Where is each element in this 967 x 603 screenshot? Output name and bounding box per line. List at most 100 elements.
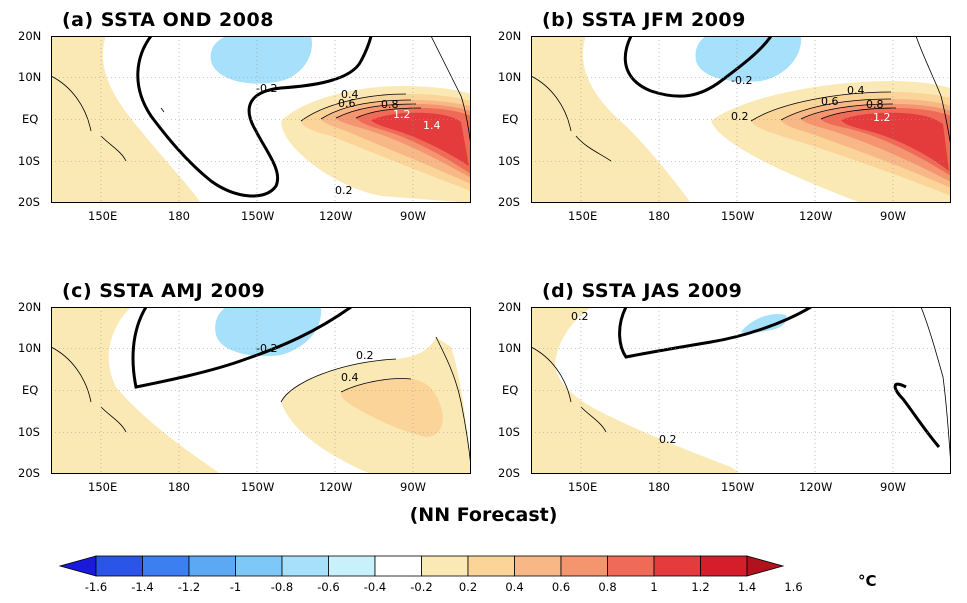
contour-label: 0.6	[338, 97, 356, 110]
colorbar-cell	[328, 555, 376, 577]
zero-contour	[136, 36, 373, 198]
zero-contour	[623, 36, 773, 98]
colorbar-cell	[281, 555, 329, 577]
coastline	[531, 307, 951, 468]
panel-a-map: -0.2 0.4 0.6 0.8 1.2 1.4 0.2	[51, 36, 471, 203]
lon-label: 150W	[721, 209, 755, 223]
lat-label: 10S	[498, 425, 520, 439]
colorbar-tick-label: -1.4	[131, 580, 153, 594]
lon-label: 180	[648, 209, 670, 223]
colorbar-cell	[374, 555, 422, 577]
colorbar-tick-label: 0.2	[459, 580, 477, 594]
colorbar: -1.6 -1.4 -1.2 -1 -0.8 -0.6 -0.4 -0.2 0.2 0.4 0.6 0…	[58, 555, 877, 594]
colorbar-cell	[607, 555, 655, 577]
lat-label: 10S	[498, 154, 520, 168]
lon-label: 90W	[880, 209, 907, 223]
colorbar-tick-label: -1.2	[178, 580, 200, 594]
lat-label: 10N	[498, 341, 522, 355]
colorbar-tick-label: 1.4	[738, 580, 756, 594]
panel-c-title: (c) SSTA AMJ 2009	[62, 280, 266, 302]
lat-label: 20S	[498, 195, 520, 209]
lon-label: 150W	[241, 209, 275, 223]
lon-label: 150E	[568, 480, 598, 494]
colorbar-cell	[653, 555, 701, 577]
negative-anomaly-region	[210, 36, 312, 84]
lon-label: 150W	[241, 480, 275, 494]
lon-label: 120W	[319, 480, 353, 494]
contour-label: 0.2	[335, 184, 353, 197]
panel-d-map: 0.2 0.2	[531, 307, 951, 474]
colorbar-cell	[560, 555, 608, 577]
lat-label: 10S	[18, 425, 40, 439]
lon-label: 120W	[799, 480, 833, 494]
lat-label: EQ	[22, 383, 39, 397]
contour-lines	[280, 358, 412, 403]
contour-lines	[750, 91, 897, 122]
zero-contour-east	[893, 382, 941, 448]
lat-label: 20S	[18, 195, 40, 209]
panel-b-map: -0.2 0.4 0.6 0.8 1.2 0.2	[531, 36, 951, 203]
lat-label: 20S	[498, 466, 520, 480]
lon-label: 150W	[721, 480, 755, 494]
colorbar-cell	[421, 555, 469, 577]
anomaly-0.4-region	[341, 378, 443, 437]
lon-label: 180	[168, 480, 190, 494]
panel-a-title: (a) SSTA OND 2008	[62, 9, 274, 31]
contour-label: 1.2	[393, 108, 411, 121]
contour-label: 0.2	[659, 433, 677, 446]
coastline	[51, 336, 471, 468]
colorbar-tick-label: -0.6	[317, 580, 339, 594]
lon-label: 120W	[319, 209, 353, 223]
contour-label: 0.2	[731, 110, 749, 123]
contour-label: 0.4	[341, 88, 359, 101]
colorbar-tick-label: -0.4	[364, 580, 386, 594]
lat-label: 20N	[498, 300, 522, 314]
colorbar-tick-label: 0.6	[552, 580, 570, 594]
colorbar-tick-label: 0.4	[505, 580, 523, 594]
lat-label: EQ	[502, 383, 519, 397]
contour-label: 0.2	[356, 349, 374, 362]
colorbar-cell	[95, 555, 143, 577]
contour-label: 1.2	[873, 111, 891, 124]
panel-b-title: (b) SSTA JFM 2009	[542, 9, 746, 31]
lon-label: 150E	[88, 480, 118, 494]
colorbar-tick-label: 1.6	[784, 580, 802, 594]
coastline	[51, 36, 471, 162]
lon-label: 90W	[400, 480, 427, 494]
contour-label: 0.4	[341, 371, 359, 384]
zero-contour	[618, 307, 812, 359]
colorbar-tick-label: -1.6	[85, 580, 107, 594]
colorbar-left-arrow	[58, 555, 97, 577]
lon-label: 150E	[568, 209, 598, 223]
lon-label: 90W	[400, 209, 427, 223]
negative-anomaly-region	[741, 313, 787, 334]
contour-label: -0.2	[256, 82, 277, 95]
panel-d-title: (d) SSTA JAS 2009	[542, 280, 743, 302]
colorbar-tick-label: 1	[650, 580, 657, 594]
contour-label: 0.8	[381, 98, 399, 111]
colorbar-cell	[188, 555, 236, 577]
colorbar-cell	[514, 555, 562, 577]
contour-label: 1.4	[423, 119, 441, 132]
lat-label: 20N	[498, 29, 522, 43]
colorbar-cell	[700, 555, 748, 577]
contour-label: -0.2	[731, 74, 752, 87]
lat-label: 10S	[18, 154, 40, 168]
lat-label: 20S	[18, 466, 40, 480]
contour-label: 0.2	[571, 310, 589, 323]
colorbar-cell	[142, 555, 190, 577]
contour-lines	[300, 93, 422, 122]
contour-label: 0.4	[847, 84, 865, 97]
contour-label: -0.2	[256, 342, 277, 355]
negative-anomaly-region	[215, 307, 322, 357]
lat-label: EQ	[22, 112, 39, 126]
panel-c-map: -0.2 0.2 0.4	[51, 307, 471, 474]
lat-label: 10N	[18, 70, 42, 84]
lat-label: 10N	[498, 70, 522, 84]
colorbar-cell	[467, 555, 515, 577]
colorbar-tick-label: 0.8	[598, 580, 616, 594]
colorbar-tick-label: -1	[230, 580, 241, 594]
lat-label: EQ	[502, 112, 519, 126]
lon-label: 180	[168, 209, 190, 223]
colorbar-tick-label: 1.2	[691, 580, 709, 594]
